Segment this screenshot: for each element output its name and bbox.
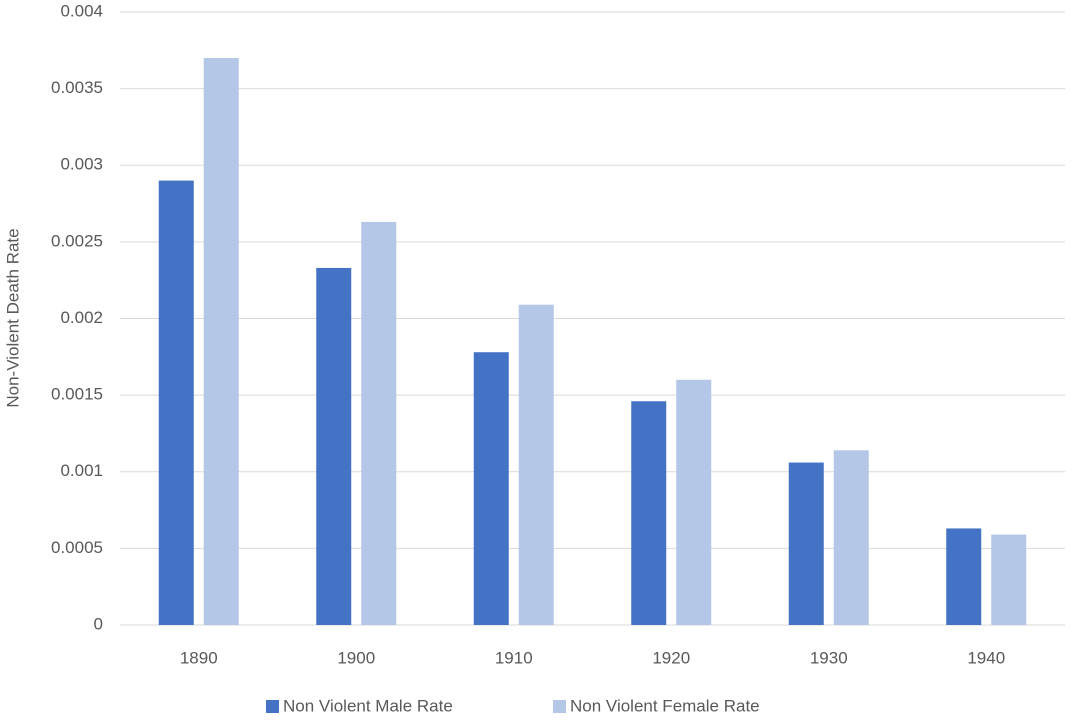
y-tick-label: 0.003: [60, 155, 103, 174]
y-tick-label: 0.002: [60, 308, 103, 327]
bar: [788, 462, 824, 625]
x-tick-label: 1920: [652, 648, 690, 667]
x-tick-label: 1930: [810, 648, 848, 667]
y-axis-label: Non-Violent Death Rate: [3, 228, 22, 407]
y-tick-label: 0: [94, 614, 103, 633]
x-tick-label: 1940: [967, 648, 1005, 667]
x-tick-label: 1900: [337, 648, 375, 667]
y-tick-label: 0.0005: [51, 538, 103, 557]
bar: [518, 304, 554, 625]
legend-swatch: [266, 700, 279, 713]
legend-label: Non Violent Female Rate: [570, 696, 760, 715]
y-tick-label: 0.0035: [51, 78, 103, 97]
bar: [361, 221, 397, 625]
bar: [203, 57, 239, 626]
legend-swatch: [553, 700, 566, 713]
bar: [676, 379, 712, 625]
bar: [473, 352, 509, 625]
bar: [316, 267, 352, 625]
bar: [991, 534, 1027, 625]
y-tick-label: 0.004: [60, 1, 103, 20]
y-tick-label: 0.001: [60, 461, 103, 480]
bar: [833, 450, 869, 625]
bar: [631, 401, 667, 625]
y-tick-label: 0.0025: [51, 231, 103, 250]
x-tick-label: 1890: [180, 648, 218, 667]
bar: [158, 180, 194, 625]
legend-label: Non Violent Male Rate: [283, 696, 453, 715]
y-tick-label: 0.0015: [51, 385, 103, 404]
x-tick-label: 1910: [495, 648, 533, 667]
bar: [946, 528, 982, 625]
